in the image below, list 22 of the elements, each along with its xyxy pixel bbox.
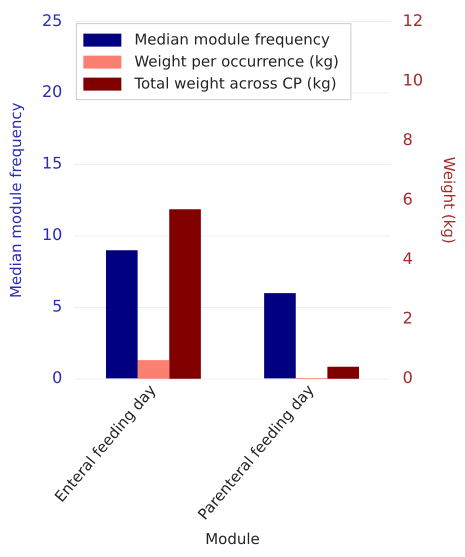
y-tick-label: 10: [42, 225, 62, 244]
y2-tick-label: 0: [402, 368, 413, 388]
legend-label: Weight per occurrence (kg): [134, 52, 339, 70]
y2-tick-label: 8: [402, 130, 413, 149]
y2-tick-label: 2: [402, 308, 413, 328]
bar: [327, 366, 360, 379]
legend-label: Median module frequency: [134, 30, 330, 48]
y2-tick-label: 6: [402, 189, 413, 208]
y-tick-label: 5: [52, 296, 62, 316]
legend-label: Total weight across CP (kg): [133, 74, 337, 92]
bar: [138, 360, 170, 379]
y-tick-label: 20: [42, 82, 62, 102]
x-axis-title: Module: [205, 530, 260, 548]
y2-tick-label: 12: [402, 10, 423, 30]
y2-axis-title: Weight (kg): [440, 156, 458, 244]
y-tick-label: 0: [52, 368, 62, 388]
y-axis-title: Median module frequency: [6, 102, 25, 298]
y2-tick-label: 10: [402, 70, 423, 90]
y2-tick-label: 4: [402, 248, 413, 268]
y-tick-label: 15: [42, 154, 62, 173]
bar: [169, 209, 201, 379]
y-tick-label: 25: [42, 10, 62, 30]
